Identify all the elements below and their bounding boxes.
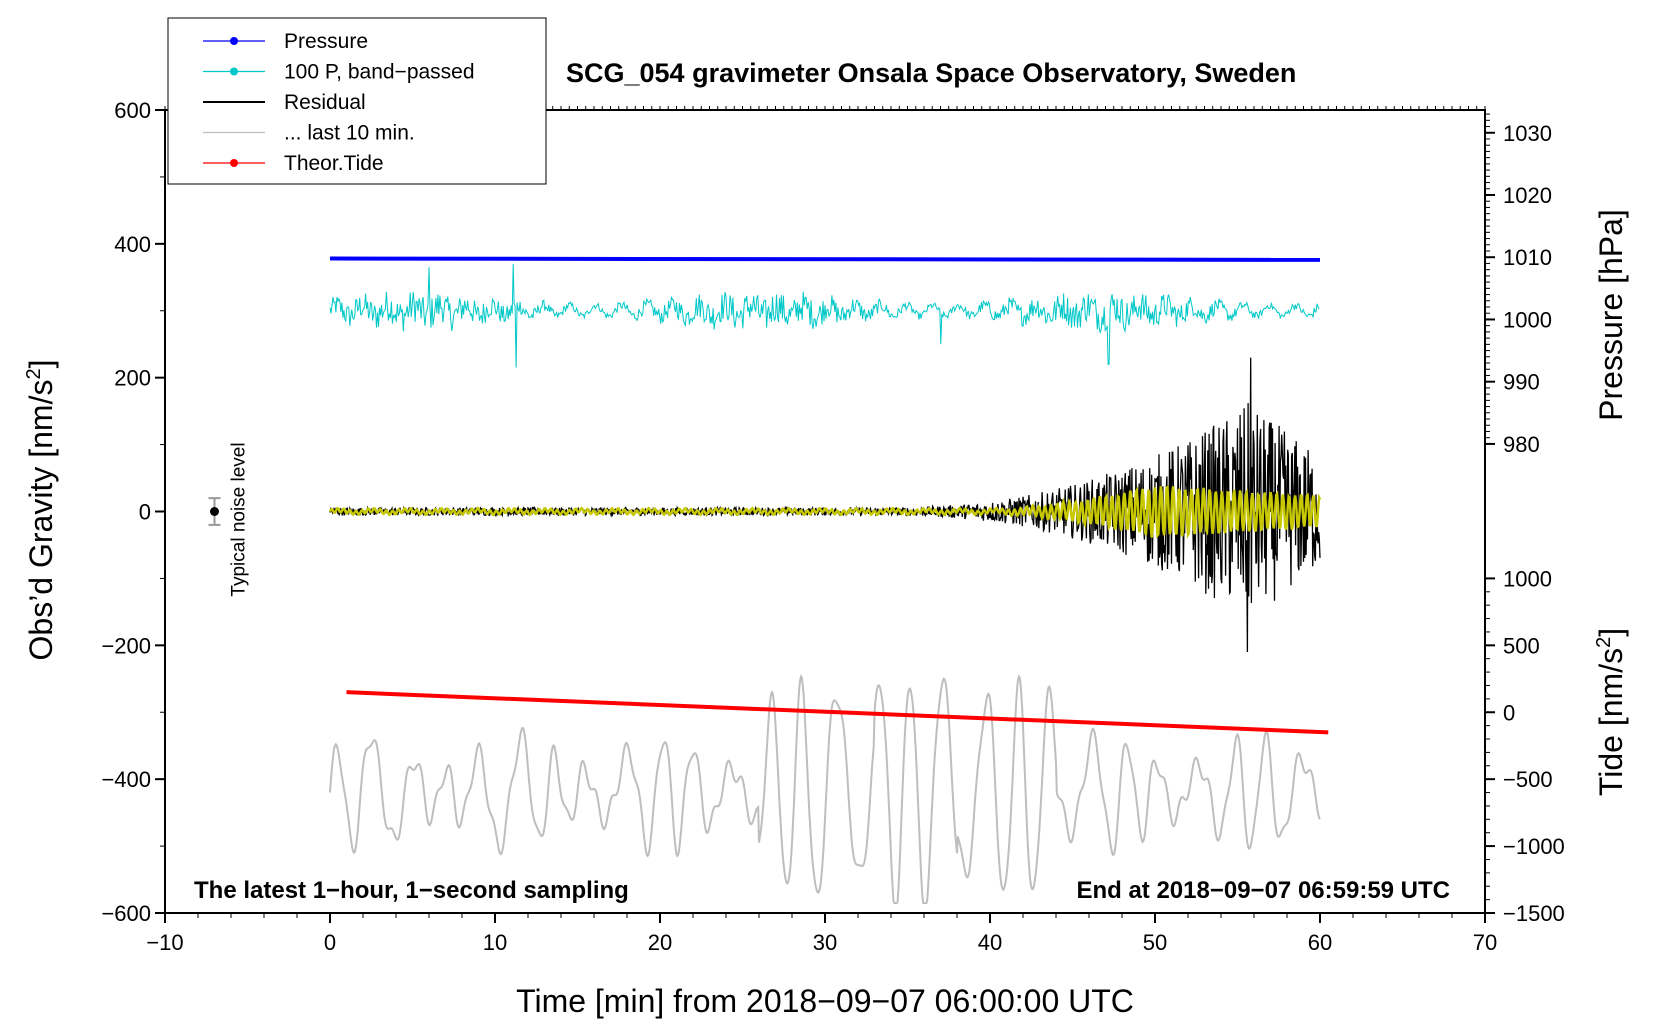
tide-tick-label: 500 bbox=[1503, 633, 1540, 658]
legend-label: Pressure bbox=[284, 30, 368, 53]
legend-label: ... last 10 min. bbox=[284, 122, 415, 145]
y-tick-label: −400 bbox=[101, 767, 151, 792]
series-last-10-min bbox=[329, 673, 1321, 904]
y-left-label-main: Obs’d Gravity [nm/s bbox=[23, 380, 59, 661]
chart-title: SCG_054 gravimeter Onsala Space Observat… bbox=[566, 58, 1296, 88]
y-tick-label: 400 bbox=[114, 232, 151, 257]
y-tick-label: 200 bbox=[114, 366, 151, 391]
series-band-passed bbox=[329, 263, 1320, 368]
tide-tick-label: −500 bbox=[1503, 767, 1553, 792]
y-tick-label: −600 bbox=[101, 901, 151, 926]
legend: Pressure 100 P, band−passed Residual ... la… bbox=[167, 17, 547, 185]
pressure-tick-label: 1030 bbox=[1503, 121, 1552, 146]
pressure-tick-label: 1010 bbox=[1503, 245, 1552, 270]
end-time-note: End at 2018−09−07 06:59:59 UTC bbox=[1076, 877, 1450, 904]
legend-marker bbox=[230, 37, 238, 45]
y-tick-label: 0 bbox=[139, 500, 151, 525]
x-tick-label: 40 bbox=[978, 930, 1002, 955]
x-axis-label: Time [min] from 2018−09−07 06:00:00 UTC bbox=[516, 983, 1134, 1019]
x-tick-label: 50 bbox=[1143, 930, 1167, 955]
series-pressure bbox=[329, 256, 1321, 262]
y-tick-label: 600 bbox=[114, 98, 151, 123]
y-left-axis-label: Obs’d Gravity [nm/s2] bbox=[23, 360, 59, 661]
series-theor-tide bbox=[346, 690, 1329, 735]
tide-tick-label: 0 bbox=[1503, 700, 1515, 725]
x-tick-label: 0 bbox=[324, 930, 336, 955]
pressure-tick-label: 1000 bbox=[1503, 307, 1552, 332]
x-tick-label: 60 bbox=[1308, 930, 1332, 955]
legend-marker bbox=[230, 67, 238, 76]
x-axis-ticks: −10 0 10 20 30 40 50 60 70 bbox=[146, 913, 1497, 955]
legend-label: 100 P, band−passed bbox=[284, 61, 475, 84]
pressure-tick-label: 980 bbox=[1503, 432, 1540, 457]
y-tick-label: −200 bbox=[101, 633, 151, 658]
noise-dot bbox=[210, 507, 219, 516]
x-tick-label: 70 bbox=[1473, 930, 1497, 955]
series-residual-filtered bbox=[328, 484, 1322, 539]
tide-label-sup: 2 bbox=[1593, 637, 1615, 648]
series-layer bbox=[328, 256, 1329, 904]
y-left-axis-ticks: 600 400 200 0 −200 −400 −600 bbox=[101, 98, 165, 926]
tide-axis-label: Tide [nm/s2] bbox=[1593, 628, 1629, 796]
y-left-label-sup: 2 bbox=[23, 368, 45, 379]
pressure-tick-label: 1020 bbox=[1503, 183, 1552, 208]
x-tick-label: −10 bbox=[146, 930, 183, 955]
y-left-label-end: ] bbox=[23, 360, 59, 369]
tide-tick-label: −1500 bbox=[1503, 901, 1565, 926]
x-tick-label: 10 bbox=[483, 930, 507, 955]
noise-level-label: Typical noise level bbox=[229, 442, 250, 596]
pressure-axis-label: Pressure [hPa] bbox=[1593, 209, 1629, 421]
x-tick-label: 20 bbox=[648, 930, 672, 955]
pressure-tick-label: 990 bbox=[1503, 370, 1540, 395]
pressure-axis-ticks: 1030 1020 1010 1000 990 980 bbox=[1485, 113, 1552, 457]
tide-axis-ticks: 1000 500 0 −500 −1000 −1500 bbox=[1485, 566, 1565, 926]
legend-label: Theor.Tide bbox=[284, 152, 384, 175]
tide-tick-label: 1000 bbox=[1503, 566, 1552, 591]
tide-tick-label: −1000 bbox=[1503, 834, 1565, 859]
x-tick-label: 30 bbox=[813, 930, 837, 955]
legend-entries: Pressure 100 P, band−passed Residual ... la… bbox=[203, 30, 475, 175]
tide-label-end: ] bbox=[1593, 628, 1629, 637]
sampling-note: The latest 1−hour, 1−second sampling bbox=[194, 877, 629, 904]
tide-label-main: Tide [nm/s bbox=[1593, 648, 1629, 796]
legend-label: Residual bbox=[284, 91, 366, 114]
legend-marker bbox=[230, 159, 238, 167]
noise-level-marker: Typical noise level bbox=[208, 442, 250, 597]
